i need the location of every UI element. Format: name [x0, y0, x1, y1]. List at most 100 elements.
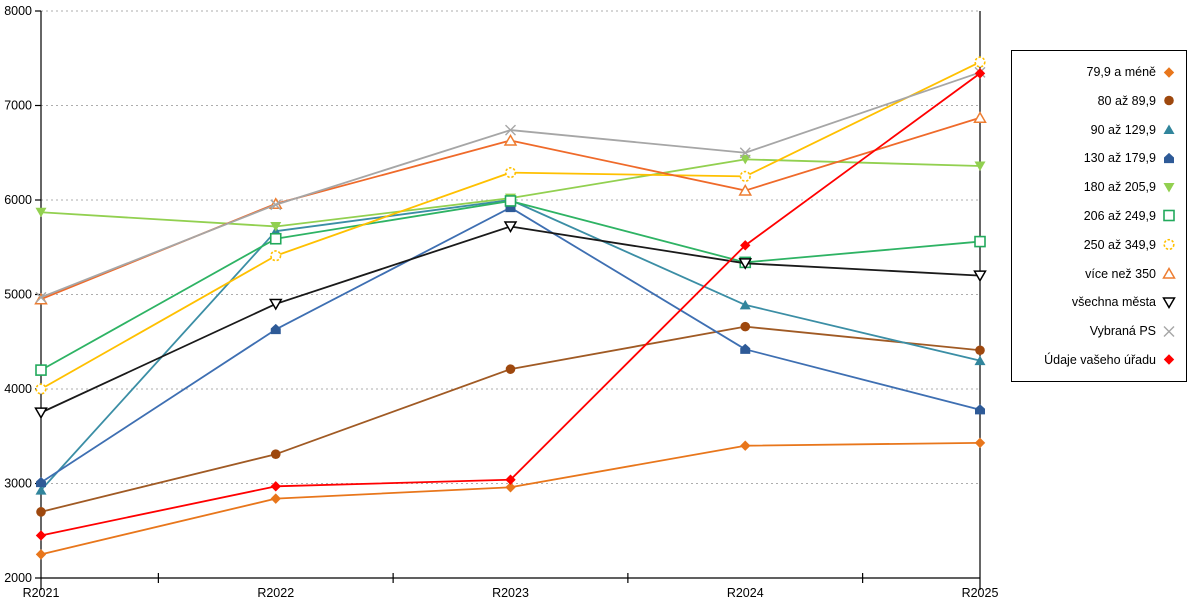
series-marker — [974, 355, 986, 366]
triangle-down-legend-marker-icon — [1162, 297, 1176, 309]
axes — [35, 10, 981, 590]
diamond-legend-marker-icon — [1163, 354, 1175, 366]
legend-label: více než 350 — [1085, 266, 1156, 281]
series-marker — [270, 481, 281, 492]
y-tick-label: 4000 — [4, 382, 32, 396]
series-marker — [973, 111, 987, 124]
marker-shape — [1163, 66, 1175, 78]
series-9 — [34, 221, 987, 420]
series-line — [40, 199, 981, 492]
series-marker — [974, 437, 986, 449]
x-tick-label: R2021 — [23, 586, 60, 600]
y-tick-label: 8000 — [4, 4, 32, 18]
marker-shape — [1163, 124, 1175, 135]
line-chart: 2000 3000 4000 5000 6000 7000 8000 R2021 R2022 R2… — [4, 4, 998, 600]
series-marker — [36, 476, 46, 488]
series-marker — [740, 343, 751, 354]
series-marker — [739, 170, 751, 182]
series-marker — [34, 292, 48, 305]
triangle-down-legend-marker-icon — [1163, 182, 1175, 193]
series-marker — [35, 364, 47, 376]
x-tick-label: R2024 — [727, 586, 764, 600]
marker-shape — [1164, 152, 1174, 163]
x-tick-label: R2022 — [257, 586, 294, 600]
legend-label: 90 až 129,9 — [1090, 122, 1156, 137]
marker-shape — [1163, 210, 1175, 222]
series-marker — [740, 440, 751, 451]
series-line — [40, 206, 981, 484]
series-marker — [270, 493, 281, 504]
series-5 — [35, 154, 986, 232]
legend-item: 90 až 129,9 — [1012, 121, 1186, 139]
legend-item: všechna města — [1012, 293, 1186, 311]
series-marker — [35, 207, 47, 218]
diamond-legend-marker-icon — [1163, 66, 1175, 78]
axis-labels: 2000 3000 4000 5000 6000 7000 8000 R2021 R2022 R2… — [4, 4, 998, 600]
marker-shape — [1163, 354, 1175, 366]
series-marker — [505, 474, 516, 485]
legend-item: Vybraná PS — [1012, 322, 1186, 340]
series-marker — [35, 291, 47, 303]
marker-shape — [1163, 182, 1175, 193]
y-tick-label: 3000 — [4, 477, 32, 491]
series-marker — [974, 68, 986, 79]
series-marker — [270, 221, 282, 232]
marker-shape — [1162, 267, 1176, 279]
series-group — [34, 56, 987, 560]
series-line — [40, 71, 981, 299]
series-marker — [738, 184, 753, 196]
legend-item: Údaje vašeho úřadu — [1012, 351, 1186, 369]
series-marker — [503, 133, 518, 146]
legend-item: 80 až 89,9 — [1012, 92, 1186, 110]
series-3 — [35, 195, 986, 495]
marker-shape — [1164, 95, 1174, 106]
series-marker — [35, 549, 47, 560]
series-marker — [35, 485, 47, 495]
series-4 — [36, 201, 985, 488]
legend-item: 130 až 179,9 — [1012, 149, 1186, 167]
y-tick-label: 6000 — [4, 193, 32, 207]
y-tick-label: 2000 — [4, 571, 32, 585]
series-11 — [35, 68, 986, 541]
series-marker — [35, 383, 47, 395]
series-marker — [505, 482, 516, 493]
square-legend-marker-icon — [1163, 210, 1175, 222]
series-marker — [739, 299, 751, 310]
series-marker — [974, 161, 986, 171]
marker-shape — [1163, 325, 1175, 337]
series-marker — [35, 530, 47, 541]
series-marker — [973, 270, 987, 283]
legend-label: 206 až 249,9 — [1083, 208, 1156, 223]
legend-item: 250 až 349,9 — [1012, 236, 1186, 254]
legend-label: všechna města — [1071, 295, 1156, 310]
series-marker — [504, 166, 517, 179]
y-tick-label: 7000 — [4, 99, 32, 113]
series-1 — [35, 437, 986, 560]
series-marker — [270, 250, 282, 262]
triangle-up-legend-marker-icon — [1162, 267, 1176, 279]
legend-label: Vybraná PS — [1089, 324, 1156, 339]
series-2 — [36, 321, 985, 517]
series-marker — [503, 221, 518, 233]
series-marker — [974, 235, 986, 248]
legend-label: 250 až 349,9 — [1083, 237, 1156, 252]
series-marker — [740, 321, 751, 332]
series-marker — [740, 240, 751, 251]
circle-legend-marker-icon — [1164, 95, 1174, 106]
x-tick-label: R2025 — [962, 586, 999, 600]
series-marker — [36, 507, 46, 517]
marker-shape — [1163, 239, 1175, 251]
legend-item: 180 až 205,9 — [1012, 178, 1186, 196]
series-marker — [270, 449, 281, 460]
series-marker — [34, 407, 48, 420]
x-tick-label: R2023 — [492, 586, 529, 600]
series-10 — [35, 66, 986, 303]
series-marker — [738, 258, 753, 270]
series-marker — [270, 323, 281, 335]
legend-item: 206 až 249,9 — [1012, 207, 1186, 225]
series-marker — [975, 345, 985, 356]
series-marker — [975, 404, 985, 415]
series-7 — [35, 56, 986, 395]
legend-label: 79,9 a méně — [1086, 65, 1157, 79]
